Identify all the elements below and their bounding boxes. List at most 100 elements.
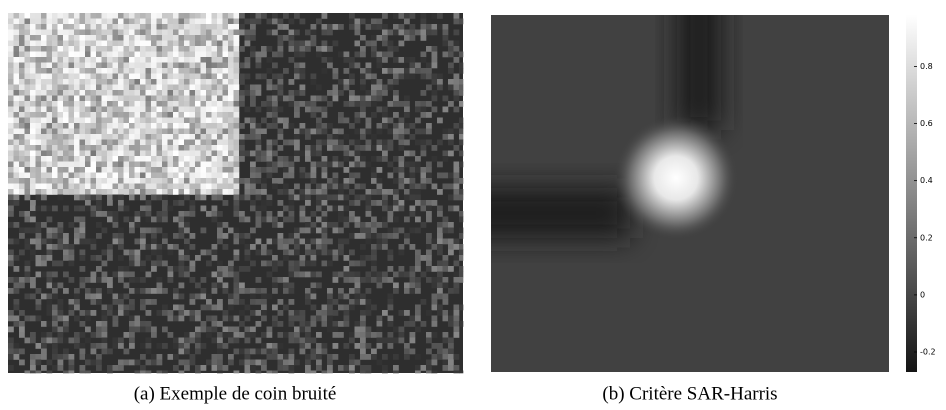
pixel: [140, 90, 146, 96]
pixel: [134, 167, 141, 173]
pixel: [299, 68, 306, 74]
pixel: [63, 370, 69, 374]
pixel: [140, 112, 146, 118]
pixel: [211, 40, 218, 47]
pixel: [283, 68, 289, 74]
pixel: [96, 255, 102, 261]
pixel: [332, 172, 339, 179]
pixel: [420, 68, 427, 74]
pixel: [24, 293, 31, 300]
pixel: [162, 343, 168, 349]
pixel: [266, 84, 273, 91]
pixel: [338, 112, 344, 118]
pixel: [79, 222, 86, 228]
pixel: [189, 145, 196, 151]
pixel: [184, 84, 190, 91]
pixel: [239, 134, 245, 140]
pixel: [30, 211, 36, 217]
pixel: [376, 24, 383, 30]
pixel: [316, 271, 322, 278]
pixel: [178, 18, 185, 25]
pixel: [140, 134, 146, 140]
pixel: [123, 172, 130, 179]
pixel: [305, 150, 311, 157]
pixel: [46, 57, 53, 63]
pixel: [420, 24, 427, 30]
pixel: [404, 68, 410, 74]
pixel: [283, 288, 289, 294]
pixel: [327, 178, 333, 184]
pixel: [431, 24, 438, 30]
pixel: [288, 90, 295, 96]
pixel: [233, 282, 240, 289]
pixel: [129, 194, 135, 201]
pixel: [255, 337, 262, 344]
pixel: [294, 73, 300, 80]
pixel: [74, 299, 80, 305]
pixel: [178, 29, 185, 36]
pixel: [338, 51, 344, 58]
pixel: [382, 51, 388, 58]
pixel: [354, 150, 361, 157]
pixel: [162, 35, 168, 41]
pixel: [338, 244, 344, 250]
pixel: [426, 128, 432, 135]
pixel: [431, 62, 438, 69]
pixel: [189, 156, 196, 162]
pixel: [96, 62, 102, 69]
pixel: [448, 62, 454, 69]
pixel: [239, 73, 245, 80]
pixel: [118, 117, 124, 124]
pixel: [420, 29, 427, 36]
pixel: [101, 167, 108, 173]
pixel: [195, 101, 201, 107]
pixel: [46, 29, 53, 36]
pixel: [244, 73, 251, 80]
pixel: [134, 277, 141, 283]
pixel: [79, 189, 86, 195]
pixel: [8, 84, 14, 91]
pixel: [442, 354, 449, 360]
pixel: [63, 29, 69, 36]
pixel: [277, 222, 284, 228]
pixel: [217, 95, 223, 102]
pixel: [244, 18, 251, 25]
pixel: [354, 40, 361, 47]
pixel: [118, 299, 124, 305]
pixel: [321, 249, 328, 256]
pixel: [288, 337, 295, 344]
pixel: [437, 277, 443, 283]
pixel: [156, 227, 163, 234]
pixel: [145, 205, 152, 212]
pixel: [250, 128, 256, 135]
pixel: [162, 150, 168, 157]
pixel: [189, 101, 196, 107]
pixel: [96, 101, 102, 107]
pixel: [8, 205, 14, 212]
pixel: [195, 95, 201, 102]
pixel: [371, 348, 377, 355]
pixel: [409, 271, 416, 278]
pixel: [288, 365, 295, 371]
pixel: [52, 205, 58, 212]
pixel: [52, 354, 58, 360]
pixel: [398, 123, 405, 129]
pixel: [178, 79, 185, 85]
pixel: [96, 233, 102, 239]
pixel: [222, 161, 229, 168]
pixel: [173, 139, 179, 146]
pixel: [404, 233, 410, 239]
pixel: [343, 167, 350, 173]
pixel: [24, 134, 31, 140]
pixel: [409, 205, 416, 212]
pixel: [52, 365, 58, 371]
pixel: [52, 73, 58, 80]
pixel: [277, 128, 284, 135]
pixel: [68, 370, 75, 374]
pixel: [107, 68, 113, 74]
pixel: [107, 79, 113, 85]
pixel: [437, 238, 443, 245]
pixel: [8, 343, 14, 349]
pixel: [343, 255, 350, 261]
pixel: [244, 216, 251, 223]
